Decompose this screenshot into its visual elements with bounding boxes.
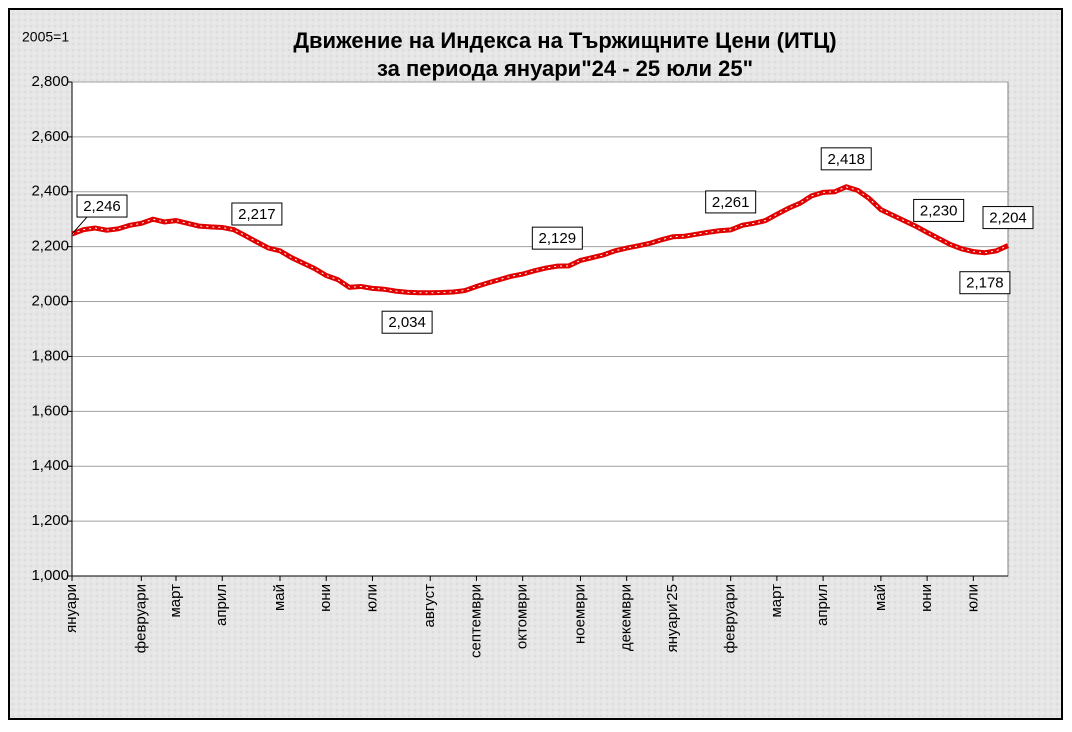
data-label: 2,178 bbox=[966, 275, 1004, 292]
x-tick-label: септември bbox=[467, 584, 484, 658]
x-tick-label: февруари bbox=[722, 584, 739, 653]
chart-title: Движение на Индекса на Тържищните Цени (… bbox=[293, 28, 836, 53]
data-label-box bbox=[982, 206, 1034, 230]
x-tick-label: юли bbox=[363, 584, 380, 612]
x-tick-label: януари'25 bbox=[664, 584, 681, 652]
data-label-box bbox=[531, 226, 583, 250]
x-tick-label: юли bbox=[964, 584, 981, 612]
data-label: 2,129 bbox=[539, 230, 577, 247]
x-tick-label: март bbox=[167, 584, 184, 618]
data-label-box bbox=[705, 190, 757, 214]
series-line-highlight bbox=[71, 186, 1009, 294]
x-tick-label: юни bbox=[317, 584, 334, 612]
x-tick-label: април bbox=[814, 584, 831, 626]
data-label-box bbox=[231, 202, 283, 226]
y-tick-label: 2,600 bbox=[31, 128, 69, 145]
data-label: 2,230 bbox=[920, 202, 958, 219]
y-tick-label: 2,000 bbox=[31, 293, 69, 310]
x-tick-label: март bbox=[768, 584, 785, 618]
data-label: 2,217 bbox=[238, 206, 276, 223]
x-tick-label: май bbox=[872, 584, 889, 611]
x-tick-label: декември bbox=[618, 584, 635, 651]
y-tick-label: 2,400 bbox=[31, 183, 69, 200]
y-tick-label: 1,800 bbox=[31, 347, 69, 364]
x-tick-label: юни bbox=[918, 584, 935, 612]
x-tick-label: май bbox=[271, 584, 288, 611]
data-label: 2,204 bbox=[989, 210, 1027, 227]
x-tick-label: август bbox=[421, 584, 438, 628]
data-label-box bbox=[381, 310, 433, 334]
data-label: 2,034 bbox=[388, 314, 426, 331]
y-tick-label: 1,400 bbox=[31, 457, 69, 474]
y-tick-label: 2,200 bbox=[31, 238, 69, 255]
data-label-box bbox=[959, 271, 1011, 295]
label-leader bbox=[71, 216, 88, 235]
x-tick-label: януари bbox=[63, 584, 80, 633]
y-tick-label: 2,800 bbox=[31, 73, 69, 90]
unit-label: 2005=1 bbox=[22, 29, 69, 45]
data-label: 2,261 bbox=[712, 194, 750, 211]
x-tick-label: април bbox=[213, 584, 230, 626]
data-label-box bbox=[76, 194, 128, 218]
data-label: 2,418 bbox=[827, 151, 865, 168]
data-label-box bbox=[820, 147, 872, 171]
x-tick-label: февруари bbox=[132, 584, 149, 653]
x-tick-label: октомври bbox=[514, 584, 531, 649]
y-tick-label: 1,200 bbox=[31, 512, 69, 529]
data-label-box bbox=[913, 198, 965, 222]
chart-subtitle: за периода януари"24 - 25 юли 25" bbox=[377, 56, 753, 81]
y-tick-label: 1,600 bbox=[31, 402, 69, 419]
y-tick-label: 1,000 bbox=[31, 567, 69, 584]
x-tick-label: ноември bbox=[571, 584, 588, 644]
data-label: 2,246 bbox=[83, 198, 121, 215]
